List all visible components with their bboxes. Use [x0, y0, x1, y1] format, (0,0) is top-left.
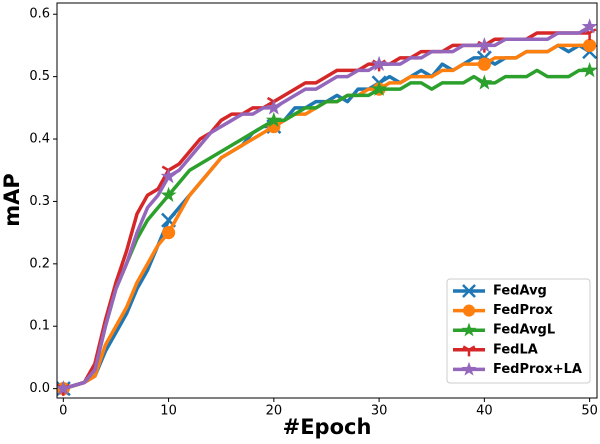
marker [477, 57, 491, 71]
series-line [62, 68, 590, 391]
y-tick-label: 0.5 [29, 69, 50, 84]
marker [161, 226, 176, 240]
marker [265, 111, 282, 128]
legend: FedAvg FedProx FedAvgL FedLA FedProx+LA [446, 278, 591, 384]
legend-marker [461, 361, 477, 376]
legend-label: FedProx+LA [493, 362, 582, 377]
x-tick-label: 20 [266, 404, 283, 419]
y-tick-label: 0.2 [29, 256, 50, 271]
legend-marker [462, 345, 476, 357]
marker [160, 186, 177, 202]
legend-label: FedAvg [493, 284, 547, 299]
axes-frame [56, 2, 598, 399]
legend-marker [462, 284, 476, 298]
marker [371, 80, 388, 96]
marker [371, 55, 388, 71]
y-tick-label: 0.0 [29, 381, 50, 396]
series-line [62, 25, 591, 391]
legend-marker [462, 304, 476, 317]
y-tick-label: 0.3 [29, 194, 50, 209]
legend-label: FedLA [493, 342, 538, 357]
x-tick-label: 30 [371, 404, 388, 419]
marker [476, 37, 493, 53]
x-tick-label: 10 [160, 404, 177, 419]
y-axis-label: mAP [0, 173, 24, 227]
marker [160, 168, 177, 184]
x-tick-label: 0 [59, 404, 67, 419]
legend-box [446, 278, 591, 384]
plot-area [57, 18, 597, 397]
marker [583, 38, 597, 53]
marker [476, 74, 493, 90]
x-tick-label: 50 [581, 404, 598, 419]
legend-label: FedAvgL [493, 323, 555, 338]
legend-marker [461, 322, 477, 337]
marker [581, 61, 597, 78]
y-tick-label: 0.6 [29, 7, 50, 22]
marker [581, 18, 597, 34]
marker [265, 99, 282, 115]
x-tick-label: 40 [476, 404, 493, 419]
marker [57, 380, 72, 396]
y-tick-label: 0.1 [29, 319, 50, 334]
y-tick-label: 0.4 [29, 132, 50, 147]
x-axis-label: #Epoch [283, 415, 372, 439]
series-line [62, 31, 590, 391]
legend-label: FedProx [493, 303, 553, 318]
